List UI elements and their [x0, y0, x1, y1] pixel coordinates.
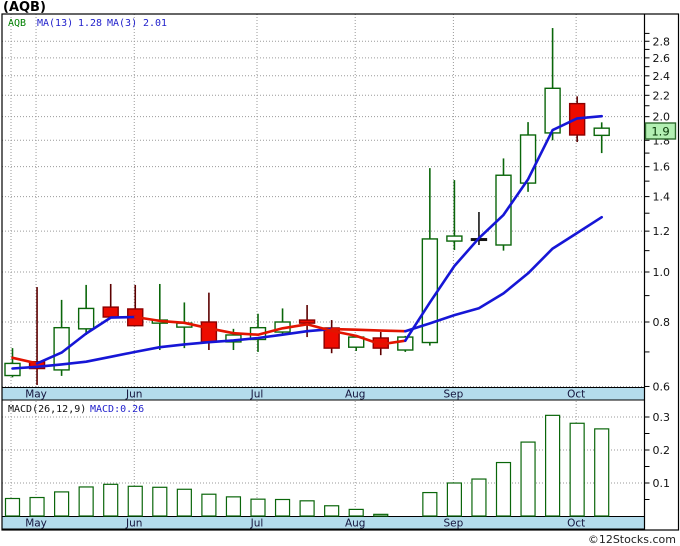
price-tick-label: 2.0: [653, 111, 671, 124]
month-label: Aug: [345, 389, 366, 401]
candle-body: [593, 127, 610, 137]
candle-body: [77, 307, 95, 330]
macd-bar: [446, 482, 462, 517]
month-label: Sep: [444, 389, 464, 401]
month-label: Jul: [250, 518, 264, 530]
macd-legend-value: MACD:0.26: [90, 404, 144, 415]
macd-legend-label: MACD(26,12,9): [8, 404, 86, 415]
macd-bar: [53, 491, 70, 517]
macd-bar: [544, 414, 561, 517]
macd-bar: [373, 513, 389, 517]
macd-bar: [520, 441, 536, 517]
candle-body: [495, 174, 512, 246]
macd-bar: [274, 498, 291, 517]
month-strip-main: [1, 387, 645, 401]
price-tick-label: 1.2: [653, 225, 671, 238]
macd-bar: [176, 488, 192, 517]
ma13-line: [403, 215, 604, 333]
macd-tick-label: 0.3: [653, 411, 671, 424]
macd-bar: [594, 428, 610, 517]
macd-tick-label: 0.1: [653, 477, 671, 490]
price-tick-label: 1.4: [653, 191, 671, 204]
month-label: Jun: [125, 518, 142, 530]
legend-symbol: AQB: [8, 18, 26, 29]
chart-frame: [1, 13, 680, 531]
ma3-line: [134, 315, 407, 346]
price-tick-label: 0.8: [653, 316, 671, 329]
month-label: Jul: [250, 389, 264, 401]
month-label: Oct: [567, 518, 585, 530]
price-tick-label: 2.4: [653, 70, 671, 83]
candle-body: [519, 134, 537, 184]
ma13-line: [330, 327, 407, 333]
legend-ma13-value: 1.28: [78, 18, 102, 29]
ma3-line: [35, 315, 137, 365]
page-title: (AQB): [3, 0, 46, 15]
macd-bar: [250, 498, 266, 517]
current-price-label: 1.9: [651, 125, 669, 139]
macd-bar: [324, 505, 340, 517]
month-strip-macd: [1, 516, 645, 530]
candle-body: [421, 238, 439, 344]
footer-credit: ©12Stocks.com: [588, 533, 676, 546]
macd-bar: [152, 486, 168, 517]
candle-body: [53, 326, 70, 371]
legend-ma3-label: MA(3): [107, 18, 137, 29]
macd-bar: [348, 508, 364, 517]
macd-bar: [422, 491, 438, 517]
legend-ma3-value: 2.01: [143, 18, 167, 29]
month-label: Oct: [567, 389, 585, 401]
ma3-line: [403, 114, 604, 343]
month-label: Sep: [444, 518, 464, 530]
price-tick-label: 2.6: [653, 52, 671, 65]
candle-body: [298, 319, 316, 324]
candle-body: [446, 235, 463, 242]
legend-ma13-label: MA(13): [37, 18, 73, 29]
macd-bar: [569, 422, 585, 517]
macd-bar: [471, 478, 487, 517]
month-label: May: [25, 389, 47, 401]
price-tick-label: 1.0: [653, 266, 671, 279]
ma13-line: [11, 327, 334, 370]
price-tick-label: 2.8: [653, 35, 671, 48]
candle-body: [200, 321, 218, 343]
macd-bar: [201, 493, 217, 517]
price-tick-label: 0.6: [653, 380, 671, 393]
macd-bar: [78, 486, 94, 517]
price-tick-label: 2.2: [653, 89, 671, 102]
price-tick-label: 1.6: [653, 161, 671, 174]
macd-bar: [29, 496, 45, 517]
month-label: Jun: [125, 389, 142, 401]
macd-bar: [299, 500, 315, 517]
macd-bar: [4, 497, 21, 517]
macd-bar: [225, 496, 242, 517]
macd-bar: [103, 483, 119, 517]
chart-generated-layer: 0.60.81.01.21.41.61.82.02.22.42.62.80.10…: [1, 13, 680, 531]
current-price-badge: [644, 122, 677, 140]
macd-tick-label: 0.2: [653, 444, 671, 457]
candle-body: [102, 306, 119, 318]
month-label: Aug: [345, 518, 366, 530]
macd-bar: [495, 461, 512, 517]
ma3-line: [11, 356, 39, 365]
month-label: May: [25, 518, 47, 530]
macd-bar: [127, 485, 143, 517]
